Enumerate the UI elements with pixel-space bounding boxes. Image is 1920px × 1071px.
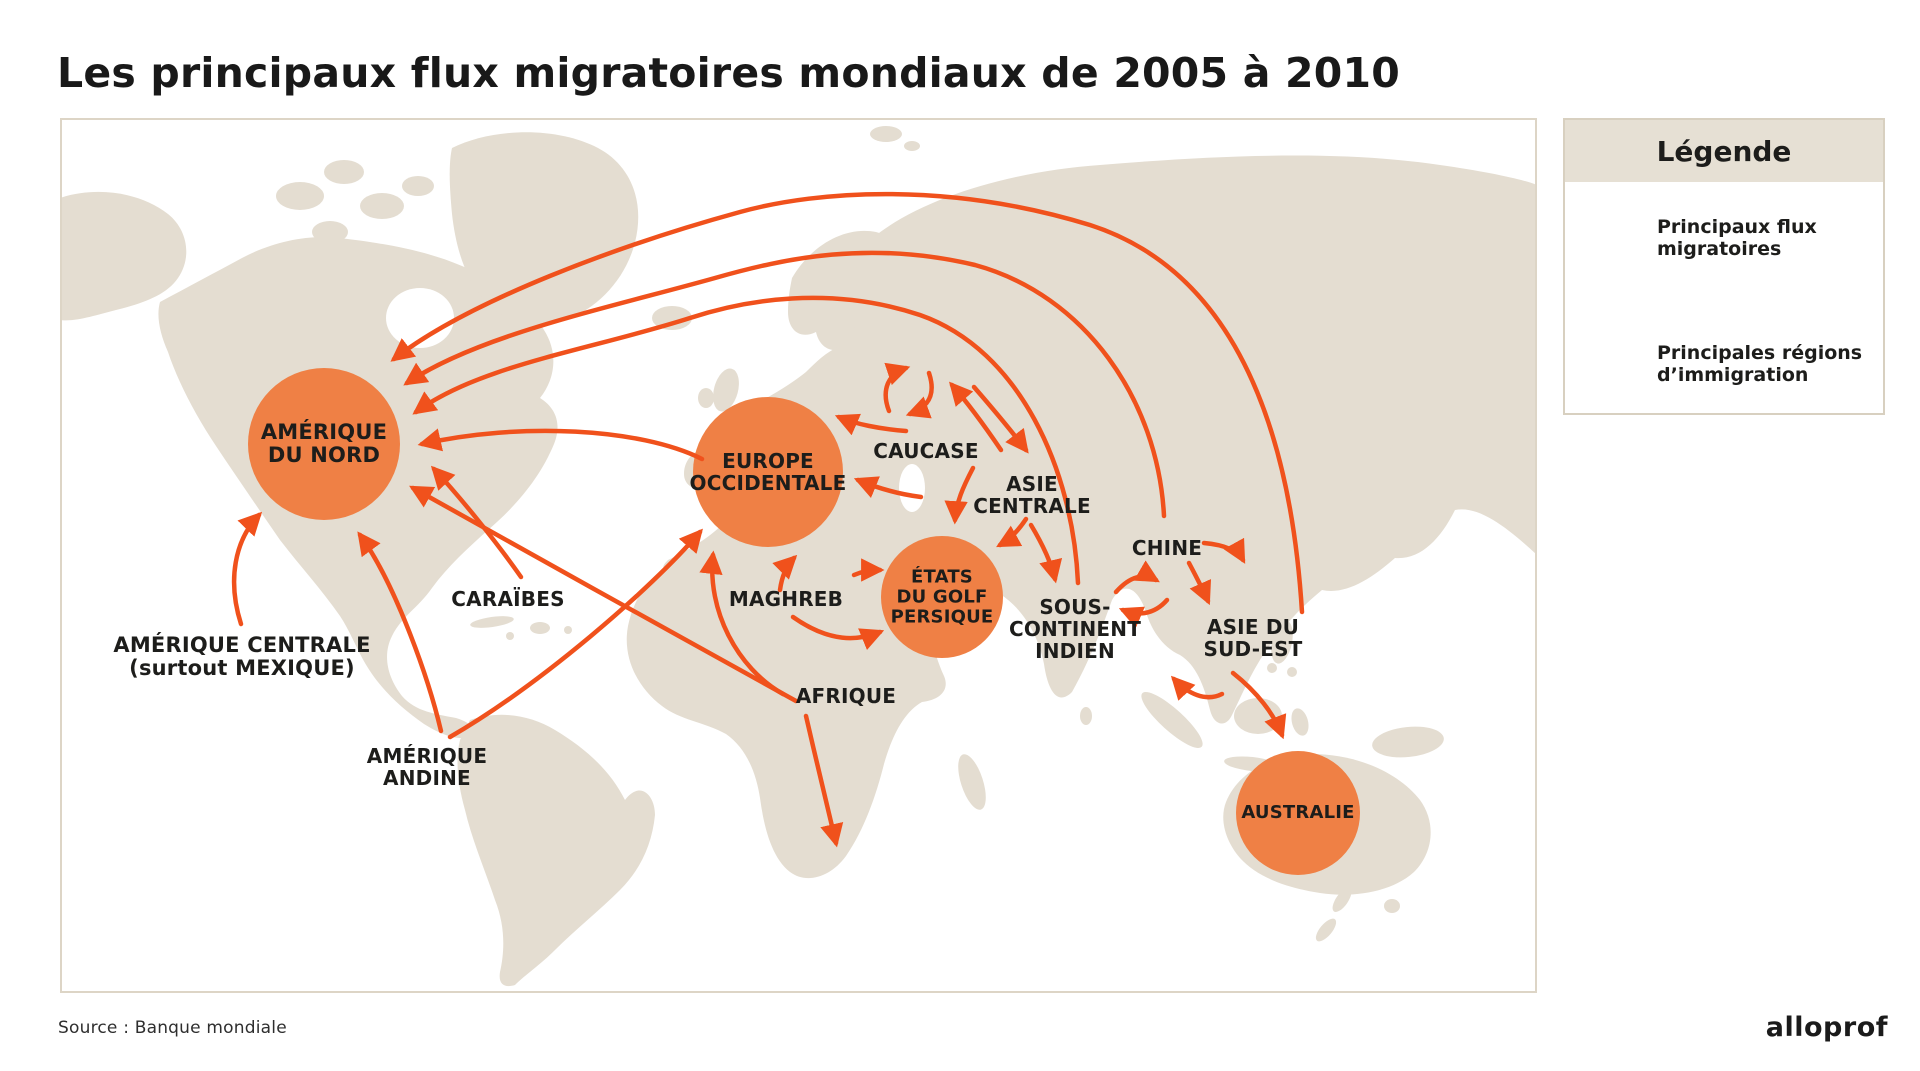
- map-label-chine: CHINE: [1131, 536, 1203, 560]
- flow-arrow-afrique-na: [409, 485, 799, 704]
- flow-arrow-asiecentrale-golf: [944, 465, 976, 525]
- flow-arrow-afrique-australe: [803, 713, 844, 848]
- immigration-regions-layer: [248, 368, 1360, 875]
- land-new-zealand: [1315, 918, 1337, 942]
- flow-arrow-russie-caucase: [905, 370, 934, 419]
- legend-flux-label: Principaux flux migratoires: [1657, 215, 1817, 260]
- region-label-australie: AUSTRALIE: [1241, 802, 1355, 824]
- land-hainan: [1237, 625, 1247, 635]
- flow-arrow-sudest-australie: [1230, 670, 1287, 740]
- flow-arrow-caucase-europe: [853, 476, 924, 500]
- land-arctic-island: [312, 221, 348, 243]
- source-note: Source : Banque mondiale: [58, 1018, 287, 1038]
- land-alaska: [62, 191, 187, 321]
- map-label-caucase: CAUCASE: [873, 439, 979, 463]
- region-label-etats-du-golf-persique: ÉTATS DU GOLF PERSIQUE: [890, 566, 994, 627]
- flow-arrow-asiecentrale-inde: [1028, 522, 1063, 584]
- flow-arrow-chine-sudest: [1186, 560, 1212, 606]
- land-puerto-rico: [564, 626, 572, 634]
- land-africa: [626, 487, 946, 879]
- flow-arrow-russie-asiecentrale: [971, 384, 1029, 454]
- flow-arrow-europe-na: [417, 428, 705, 462]
- land-south-america: [457, 714, 655, 987]
- land-philippines-south: [1287, 667, 1297, 677]
- land-great-britain: [713, 368, 739, 412]
- land-tasmania: [1384, 899, 1400, 913]
- land-taiwan: [1291, 593, 1301, 603]
- flow-arrow-afrique-europe: [699, 550, 786, 697]
- flow-arrow-inde-na: [412, 295, 1081, 586]
- flow-arrow-caucase-russie: [883, 362, 911, 414]
- map-label-asie-du-sud-est: ASIE DU SUD-EST: [1203, 615, 1303, 661]
- sea-hudson-bay: [386, 288, 454, 348]
- map-label-maghreb: MAGHREB: [728, 587, 844, 611]
- region-circle-europe-occidentale: [693, 397, 843, 547]
- flow-arrow-chine-japon: [1201, 537, 1246, 564]
- map-label-sous-continent-indien: SOUS- CONTINENT INDIEN: [1008, 595, 1142, 663]
- flow-arrow-andine-na: [357, 531, 444, 734]
- flow-arrow-inde-chine: [1113, 560, 1160, 595]
- land-ireland: [698, 388, 714, 408]
- land-new-zealand: [1332, 888, 1352, 912]
- flow-arrow-mexique-na: [231, 511, 263, 627]
- flow-arrow-sudest-na: [390, 191, 1305, 615]
- land-arctic-island: [324, 160, 364, 184]
- land-sulawesi: [1291, 708, 1309, 736]
- flow-arrow-chine-na: [403, 250, 1167, 519]
- land-japan: [1312, 489, 1348, 551]
- map-label-afrique: AFRIQUE: [795, 684, 897, 708]
- sea-caspian-sea: [899, 464, 925, 512]
- legend-item-regions: Principales régions d’immigration: [1575, 322, 1873, 406]
- flow-arrow-sudest-peninsule: [1170, 675, 1225, 701]
- land-iceland: [652, 306, 692, 330]
- flux-arrow-icon-slot: [1575, 196, 1657, 280]
- map-label-amerique-centrale: AMÉRIQUE CENTRALE (surtout MEXIQUE): [113, 632, 371, 680]
- legend-title: Légende: [1565, 120, 1883, 182]
- flow-arrow-chine-inde: [1118, 597, 1170, 629]
- land-philippines: [1271, 620, 1293, 664]
- region-circle-icon-slot: [1575, 322, 1657, 406]
- region-label-europe-occidentale: EUROPE OCCIDENTALE: [689, 449, 847, 495]
- region-label-amerique-du-nord: AMÉRIQUE DU NORD: [260, 419, 388, 467]
- land-greenland: [449, 132, 639, 325]
- page-title: Les principaux flux migratoires mondiaux…: [57, 49, 1400, 98]
- map-label-caraibes: CARAÏBES: [451, 587, 565, 611]
- land-hispaniola: [530, 622, 550, 634]
- flow-arrow-maghreb-golf: [790, 614, 885, 650]
- land-sri-lanka: [1080, 707, 1092, 725]
- land-cuba: [470, 616, 514, 628]
- region-circle-amerique-du-nord: [248, 368, 400, 520]
- land-new-guinea: [1372, 726, 1444, 758]
- migration-flows-layer: [231, 191, 1305, 848]
- land-arctic-island: [360, 193, 404, 219]
- flow-arrow-andine-europe: [447, 528, 703, 740]
- land-sakhalin: [1382, 408, 1398, 452]
- land-arctic-island: [276, 182, 324, 210]
- map-label-asie-centrale: ASIE CENTRALE: [973, 472, 1091, 518]
- alloprof-logo: alloprof: [1765, 1012, 1888, 1043]
- land-svalbard: [870, 126, 902, 142]
- land-arctic-island: [402, 176, 434, 196]
- map-label-amerique-andine: AMÉRIQUE ANDINE: [366, 744, 488, 790]
- flow-arrow-caraibes-na: [430, 465, 524, 580]
- land-jamaica: [506, 632, 514, 640]
- legend-regions-label: Principales régions d’immigration: [1657, 341, 1863, 386]
- flow-arrow-maghreb-europe: [772, 554, 798, 593]
- land-madagascar: [958, 754, 986, 810]
- land-japan-north: [1343, 464, 1361, 492]
- flow-arrow-asiecentrale-golf-2: [996, 516, 1029, 548]
- flow-arrow-asiecentrale-russie: [949, 381, 1004, 453]
- land-svalbard: [904, 141, 920, 151]
- region-circle-etats-du-golf-persique: [881, 536, 1003, 658]
- land-sumatra: [1141, 692, 1203, 748]
- flow-arrow-procheorient-golf: [851, 558, 885, 582]
- legend: Légende Principaux flux migratoires Prin…: [1563, 118, 1885, 415]
- land-philippines-south: [1267, 663, 1277, 673]
- region-circle-australie: [1236, 751, 1360, 875]
- flow-arrow-russie-europe: [834, 413, 909, 436]
- legend-item-flux: Principaux flux migratoires: [1575, 196, 1873, 280]
